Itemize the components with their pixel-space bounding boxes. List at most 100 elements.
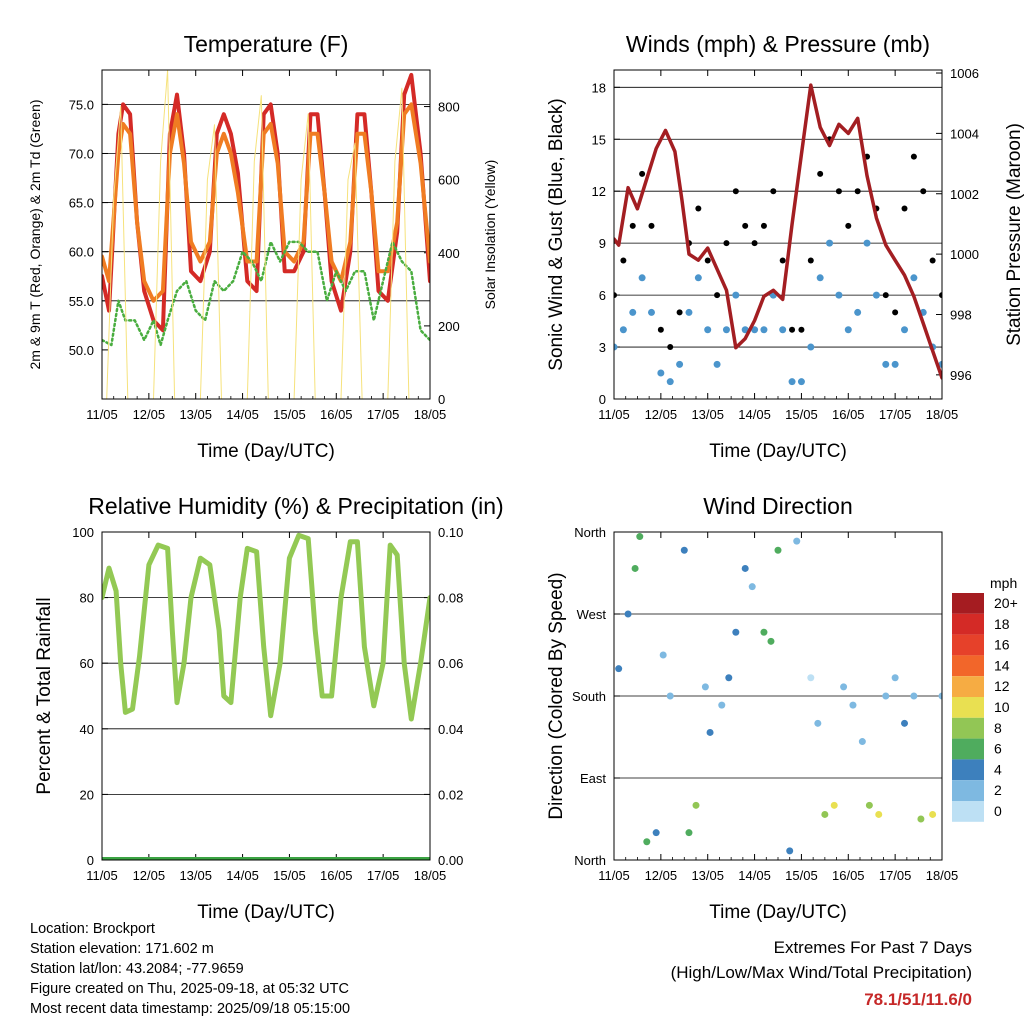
legend-label: 8 <box>994 720 1002 736</box>
data-point <box>615 665 623 673</box>
data-point <box>741 564 749 572</box>
y-tick-label: North <box>574 525 606 540</box>
extremes-subtitle: (High/Low/Max Wind/Total Precipitation) <box>670 963 972 982</box>
data-point <box>882 292 889 299</box>
station-latlon: Station lat/lon: 43.2084; -77.9659 <box>30 961 244 977</box>
data-point <box>798 326 805 333</box>
y-tick-label-right: 200 <box>438 319 460 334</box>
data-point <box>807 257 814 264</box>
data-point <box>666 692 674 700</box>
data-point <box>748 583 756 591</box>
data-point <box>863 239 871 247</box>
wind-direction-panel: Wind Direction Time (Day/UTC) Direction (C… <box>546 493 958 923</box>
y-tick-label-right: 400 <box>438 246 460 261</box>
x-tick-label: 15/05 <box>785 407 818 422</box>
data-point <box>854 308 862 316</box>
data-point <box>706 728 714 736</box>
data-point <box>620 257 627 264</box>
station-location: Location: Brockport <box>30 921 155 937</box>
x-tick-label: 11/05 <box>598 868 630 883</box>
data-point <box>865 801 873 809</box>
recent-timestamp: Most recent data timestamp: 2025/09/18 0… <box>30 1001 351 1017</box>
x-tick-label: 17/05 <box>879 407 912 422</box>
legend-label: 12 <box>994 678 1010 694</box>
data-point <box>657 326 664 333</box>
data-point <box>704 257 711 264</box>
x-tick-label: 17/05 <box>367 407 400 422</box>
x-tick-label: 12/05 <box>133 407 166 422</box>
y-tick-label: North <box>574 853 606 868</box>
data-point <box>624 610 632 618</box>
data-point <box>882 360 890 368</box>
legend-swatch <box>952 634 984 656</box>
data-point <box>704 326 712 334</box>
legend-label: 18 <box>994 616 1010 632</box>
data-point <box>830 801 838 809</box>
legend-swatch <box>952 780 984 801</box>
legend-swatch <box>952 717 984 739</box>
y-tick-label: 40 <box>80 722 94 737</box>
y-tick-label: 50.0 <box>69 343 94 358</box>
data-point <box>619 326 627 334</box>
data-point <box>685 308 693 316</box>
y-tick-label-right: 0.04 <box>438 722 463 737</box>
y-tick-label-right: 998 <box>950 307 972 322</box>
data-point <box>929 257 936 264</box>
legend-swatch <box>952 655 984 677</box>
data-point <box>647 308 655 316</box>
series-line <box>106 70 410 399</box>
legend-label: 4 <box>994 761 1002 777</box>
legend-label: 0 <box>994 803 1002 819</box>
data-point <box>939 292 942 299</box>
temperature-panel: Temperature (F) Time (Day/UTC) 2m & 9m T (… <box>27 31 498 462</box>
data-point <box>835 188 842 195</box>
data-point <box>760 326 768 334</box>
y-tick-label-right: 0 <box>438 392 445 407</box>
data-point <box>659 651 667 659</box>
y-tick-label: West <box>577 607 607 622</box>
x-tick-label: 15/05 <box>785 868 818 883</box>
plot-area <box>614 83 942 386</box>
x-tick-label: 12/05 <box>645 868 678 883</box>
y-tick-label-right: 1006 <box>950 66 979 81</box>
x-tick-label: 15/05 <box>273 407 306 422</box>
data-point <box>751 240 758 247</box>
x-tick-label: 13/05 <box>179 407 212 422</box>
data-point <box>779 257 786 264</box>
x-tick-label: 14/05 <box>226 868 259 883</box>
data-point <box>760 628 768 636</box>
series-line <box>102 240 430 347</box>
data-point <box>614 343 618 351</box>
data-point <box>666 378 674 386</box>
data-point <box>774 546 782 554</box>
legend-label: 16 <box>994 637 1010 653</box>
x-tick-label: 14/05 <box>738 868 771 883</box>
data-point <box>858 738 866 746</box>
data-point <box>692 801 700 809</box>
y-tick-label: 15 <box>592 132 606 147</box>
x-tick-label: 16/05 <box>320 868 353 883</box>
data-point <box>722 326 730 334</box>
data-point <box>821 810 829 818</box>
data-point <box>767 637 775 645</box>
legend-swatch <box>952 613 984 635</box>
data-point <box>910 153 917 160</box>
data-point <box>638 274 646 282</box>
x-tick-label: 14/05 <box>738 407 771 422</box>
x-tick-label: 12/05 <box>133 868 166 883</box>
data-point <box>891 674 899 682</box>
x-tick-label: 18/05 <box>414 407 447 422</box>
data-point <box>629 308 637 316</box>
data-point <box>648 222 655 229</box>
data-point <box>779 326 787 334</box>
data-point <box>742 222 749 229</box>
x-tick-label: 16/05 <box>320 407 353 422</box>
data-point <box>917 815 925 823</box>
y-tick-label-right: 1000 <box>950 247 979 262</box>
y-tick-label: East <box>580 771 606 786</box>
data-point <box>816 274 824 282</box>
y-tick-label: 60.0 <box>69 245 94 260</box>
legend-label: 14 <box>994 657 1010 673</box>
extremes-title: Extremes For Past 7 Days <box>773 938 972 957</box>
